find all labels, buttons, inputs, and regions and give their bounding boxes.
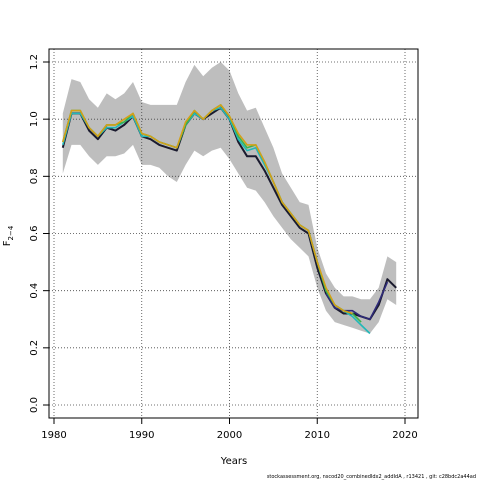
x-tick-label-1980: 1980	[41, 430, 66, 441]
plot-area: 1980 1990 2000 2010 2020 0.0 0.2 0.4 0.6 0.8 1.0 1.…	[29, 48, 419, 441]
footer-source-note: stockassessment.org, nscod20_combinedIdx…	[267, 474, 476, 480]
y-tick-label-1.0: 1.0	[29, 111, 40, 127]
y-tick-label-0.8: 0.8	[29, 168, 40, 184]
x-tick-label-1990: 1990	[129, 430, 154, 441]
x-tick-label-2010: 2010	[305, 430, 330, 441]
y-axis-title: F2−4	[2, 225, 15, 246]
series-line-2	[325, 281, 389, 321]
x-tick-label-2000: 2000	[217, 430, 242, 441]
y-tick-label-0.0: 0.0	[29, 397, 40, 413]
x-tick-label-2020: 2020	[392, 430, 417, 441]
y-tick-label-0.4: 0.4	[29, 283, 40, 299]
confidence-band	[62, 62, 397, 334]
series-line-5	[62, 104, 353, 315]
x-axis-title: Years	[220, 456, 247, 467]
y-axis-title-main: F	[2, 240, 13, 246]
y-tick-label-0.6: 0.6	[29, 226, 40, 242]
y-tick-label-1.2: 1.2	[29, 54, 40, 70]
y-axis-title-subscript: 2−4	[7, 225, 15, 240]
y-tick-label-0.2: 0.2	[29, 340, 40, 356]
